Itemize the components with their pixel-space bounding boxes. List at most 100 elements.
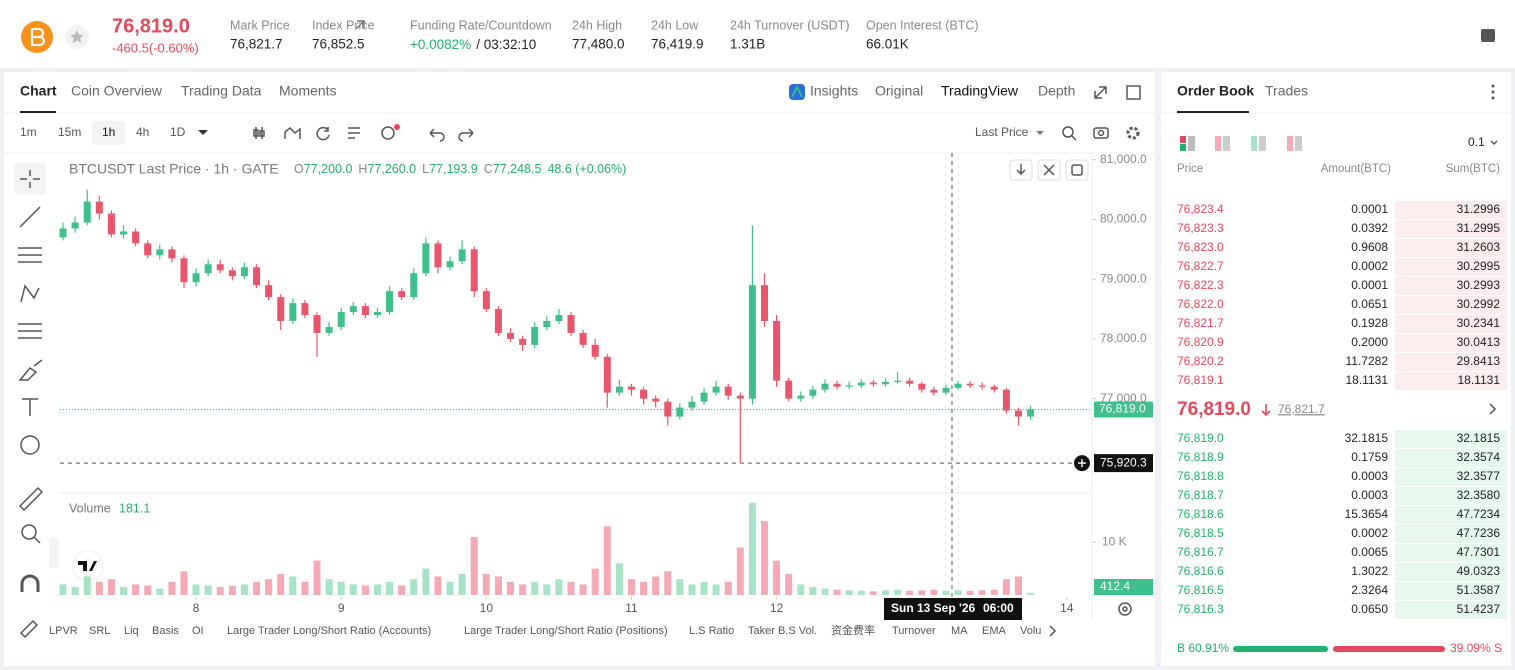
- candle-body: [676, 407, 684, 417]
- precision[interactable]: 0.1: [1468, 135, 1485, 149]
- settings-icon[interactable]: [1118, 602, 1132, 616]
- candle-body: [192, 273, 200, 283]
- price-type[interactable]: Last Price: [975, 125, 1029, 139]
- row-amount: 0.0002: [1351, 526, 1388, 540]
- book-layout-toggles[interactable]: [1180, 136, 1302, 151]
- row-sum: 51.4237: [1457, 602, 1501, 616]
- chart-tab[interactable]: Coin Overview: [71, 83, 163, 99]
- row-sum: 51.3587: [1457, 583, 1501, 597]
- candle-body: [930, 389, 938, 393]
- indicator[interactable]: L.S Ratio: [689, 625, 734, 637]
- insights-icon[interactable]: [789, 84, 805, 100]
- indicator[interactable]: Taker B.S Vol.: [748, 625, 817, 637]
- pane-buttons[interactable]: [1009, 159, 1089, 181]
- row-price: 76,816.7: [1177, 545, 1224, 559]
- volume-bar: [1014, 576, 1022, 595]
- candle-body: [519, 338, 527, 345]
- view-tab[interactable]: TradingView: [941, 83, 1019, 99]
- legend-value: 77,193.9: [429, 162, 478, 176]
- row-price: 76,818.5: [1177, 526, 1224, 540]
- expand-icon[interactable]: [1094, 86, 1107, 99]
- y-tick-label: 80,000.0: [1100, 212, 1147, 226]
- indicator[interactable]: Volu: [1020, 625, 1041, 637]
- indicator[interactable]: LPVR: [49, 625, 78, 637]
- favorite-star[interactable]: [65, 25, 89, 49]
- candle-body: [216, 264, 224, 271]
- indicator[interactable]: 资金费率: [831, 623, 875, 637]
- indicator[interactable]: Large Trader Long/Short Ratio (Accounts): [227, 625, 431, 637]
- row-amount: 0.0001: [1351, 278, 1388, 292]
- view-tab[interactable]: Depth: [1038, 83, 1075, 99]
- indicator[interactable]: MA: [951, 625, 968, 637]
- interval[interactable]: 4h: [136, 125, 149, 139]
- x-tick-label: 12: [770, 601, 784, 615]
- x-tick-label: 8: [193, 601, 200, 615]
- tradingview-logo: [72, 550, 104, 582]
- volume-bar: [652, 576, 660, 595]
- row-amount: 0.9608: [1351, 240, 1388, 254]
- more-menu[interactable]: [1491, 84, 1495, 100]
- candle-body: [688, 401, 696, 408]
- row-price: 76,823.4: [1177, 202, 1224, 216]
- book-icon[interactable]: [1481, 29, 1495, 42]
- stat-label: Index Price: [312, 18, 375, 32]
- precision-dropdown[interactable]: [1490, 140, 1498, 146]
- interval[interactable]: 1D: [170, 125, 186, 139]
- indicator[interactable]: EMA: [982, 625, 1007, 637]
- candle-body: [434, 243, 442, 268]
- row-amount: 18.1131: [1346, 373, 1389, 387]
- chart-tab[interactable]: Chart: [20, 83, 57, 99]
- book-tab[interactable]: Trades: [1265, 83, 1308, 99]
- stat-label: Open Interest (BTC): [866, 18, 979, 32]
- collapse-handle[interactable]: [49, 538, 59, 568]
- candle-body: [446, 261, 454, 268]
- x-tick-label: 9: [338, 601, 345, 615]
- volume-last-label: 412.4: [1100, 579, 1130, 593]
- candle-body: [664, 401, 672, 417]
- row-price: 76,816.5: [1177, 583, 1224, 597]
- mid-chevron[interactable]: [1489, 403, 1497, 415]
- indicator[interactable]: Large Trader Long/Short Ratio (Positions…: [464, 625, 668, 637]
- volume-bar: [361, 585, 369, 595]
- chart-tab[interactable]: Trading Data: [181, 83, 262, 99]
- stat-label: 24h Turnover (USDT): [730, 18, 849, 32]
- row-price: 76,818.6: [1177, 507, 1224, 521]
- row-sum: 49.0323: [1457, 564, 1501, 578]
- depth-bar: [1395, 563, 1507, 581]
- scroll-right[interactable]: [1049, 625, 1057, 637]
- stat-value: 76,821.7: [230, 37, 283, 52]
- volume-bar: [894, 589, 902, 595]
- interval[interactable]: 15m: [58, 125, 81, 139]
- row-amount: 0.1759: [1351, 450, 1388, 464]
- row-sum: 31.2603: [1457, 240, 1501, 254]
- view-tab[interactable]: Original: [875, 83, 923, 99]
- volume-last-tag: [1094, 579, 1153, 595]
- crosshair-date-tag: [884, 598, 1022, 620]
- volume-bar: [869, 591, 877, 595]
- candle-body: [398, 291, 406, 298]
- book-tab[interactable]: Order Book: [1177, 83, 1254, 99]
- volume-bar: [59, 584, 67, 595]
- depth-bar: [1395, 506, 1507, 524]
- drawing-tools[interactable]: [14, 163, 46, 639]
- indicator[interactable]: OI: [192, 625, 204, 637]
- dropdown-arrow[interactable]: [198, 130, 208, 135]
- crosshair-time: 06:00: [983, 601, 1014, 615]
- volume-bar: [724, 581, 732, 595]
- indicator[interactable]: Turnover: [892, 625, 936, 637]
- view-tab[interactable]: Insights: [810, 83, 858, 99]
- indicator[interactable]: Liq: [124, 625, 139, 637]
- indicator[interactable]: SRL: [89, 625, 110, 637]
- interval[interactable]: 1h: [102, 125, 115, 139]
- toolbar-icons[interactable]: [253, 124, 1140, 142]
- indicator[interactable]: Basis: [152, 625, 179, 637]
- candle-body: [942, 387, 950, 393]
- chart-tab[interactable]: Moments: [279, 83, 337, 99]
- window-icon[interactable]: [1126, 85, 1141, 100]
- volume-title: Volume: [69, 501, 111, 515]
- external-link-icon[interactable]: [355, 20, 365, 30]
- col-header: Sum(BTC): [1446, 163, 1500, 175]
- depth-bar: [1395, 487, 1507, 505]
- volume-bar: [954, 590, 962, 595]
- interval[interactable]: 1m: [20, 125, 37, 139]
